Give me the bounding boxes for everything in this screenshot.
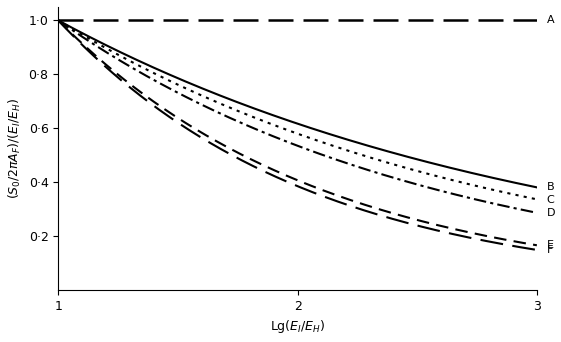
Text: A: A bbox=[546, 15, 554, 25]
Y-axis label: $(S_0/2\pi A_F)/(E_I/E_H)$: $(S_0/2\pi A_F)/(E_I/E_H)$ bbox=[7, 97, 23, 199]
Text: E: E bbox=[546, 240, 554, 250]
Text: D: D bbox=[546, 208, 555, 218]
X-axis label: Lg$(E_I/E_H)$: Lg$(E_I/E_H)$ bbox=[270, 318, 325, 335]
Text: F: F bbox=[546, 245, 553, 255]
Text: C: C bbox=[546, 195, 554, 205]
Text: B: B bbox=[546, 182, 554, 193]
